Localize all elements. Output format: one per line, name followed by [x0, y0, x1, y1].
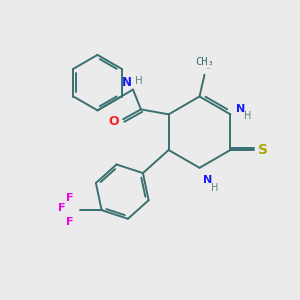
- Text: N: N: [203, 175, 213, 185]
- Text: methyl: methyl: [206, 68, 211, 69]
- Text: F: F: [66, 217, 74, 227]
- Text: N: N: [122, 76, 132, 89]
- Text: CH₃: CH₃: [195, 57, 214, 67]
- Text: H: H: [135, 76, 143, 85]
- Text: N: N: [236, 104, 246, 114]
- Text: S: S: [258, 143, 268, 157]
- Text: F: F: [66, 193, 74, 203]
- Text: F: F: [58, 203, 66, 213]
- Text: H: H: [244, 111, 252, 121]
- Text: H: H: [212, 183, 219, 193]
- Text: O: O: [109, 115, 119, 128]
